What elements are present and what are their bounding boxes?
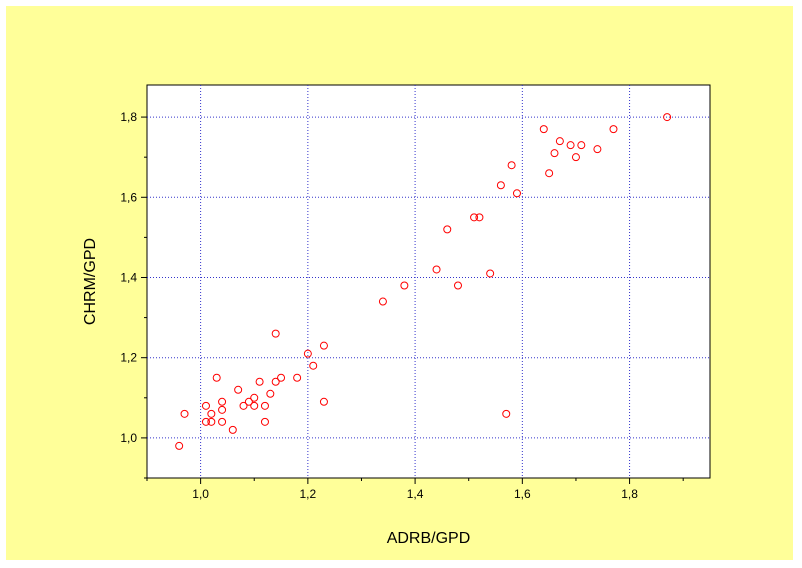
x-tick-label: 1,2 [300,487,317,501]
data-point [212,373,221,382]
data-point [250,401,259,410]
y-tick-labels: 1,0 1,2 1,4 1,6 1,8 [120,110,137,445]
data-point [496,181,505,190]
data-point [507,161,516,170]
x-tick-labels: 1,0 1,2 1,4 1,6 1,8 [192,487,638,501]
data-point [207,409,216,418]
data-point [545,169,554,178]
data-point [443,225,452,234]
data-point [453,281,462,290]
data-point [319,341,328,350]
x-tick-label: 1,6 [514,487,531,501]
data-point [571,153,580,162]
data-point [502,409,511,418]
x-tick-label: 1,4 [407,487,424,501]
data-point [234,385,243,394]
plot-area [146,84,711,479]
data-point [271,377,280,386]
grid-lines [147,85,710,478]
data-point [266,389,275,398]
data-point [303,349,312,358]
data-point [244,397,253,406]
data-point [175,441,184,450]
data-point [218,405,227,414]
data-points [175,113,672,450]
data-point [228,425,237,434]
y-tick-label: 1,8 [120,110,137,124]
data-point [218,397,227,406]
data-point [239,401,248,410]
data-point [555,137,564,146]
y-tick-label: 1,0 [120,431,137,445]
axis-ticks [141,116,684,484]
data-point [319,397,328,406]
data-point [271,329,280,338]
data-point [539,125,548,134]
data-point [180,409,189,418]
data-point [207,417,216,426]
data-point [250,393,259,402]
data-point [593,145,602,154]
data-point [260,401,269,410]
data-point [470,213,479,222]
x-axis-label: ADRB/GPD [387,530,471,547]
data-point [432,265,441,274]
data-point [475,213,484,222]
data-point [309,361,318,370]
y-tick-label: 1,2 [120,351,137,365]
x-tick-label: 1,0 [192,487,209,501]
data-point [663,113,672,122]
data-point [486,269,495,278]
data-point [218,417,227,426]
data-point [277,373,286,382]
data-point [293,373,302,382]
y-tick-label: 1,6 [120,190,137,204]
data-point [550,149,559,158]
x-tick-label: 1,8 [621,487,638,501]
y-tick-label: 1,4 [120,270,137,284]
data-point [400,281,409,290]
data-point [566,141,575,150]
y-axis-label: CHRM/GPD [82,238,99,325]
data-point [609,125,618,134]
data-point [201,417,210,426]
data-point [512,189,521,198]
data-point [201,401,210,410]
data-point [378,297,387,306]
data-point [260,417,269,426]
data-point [255,377,264,386]
data-point [577,141,586,150]
